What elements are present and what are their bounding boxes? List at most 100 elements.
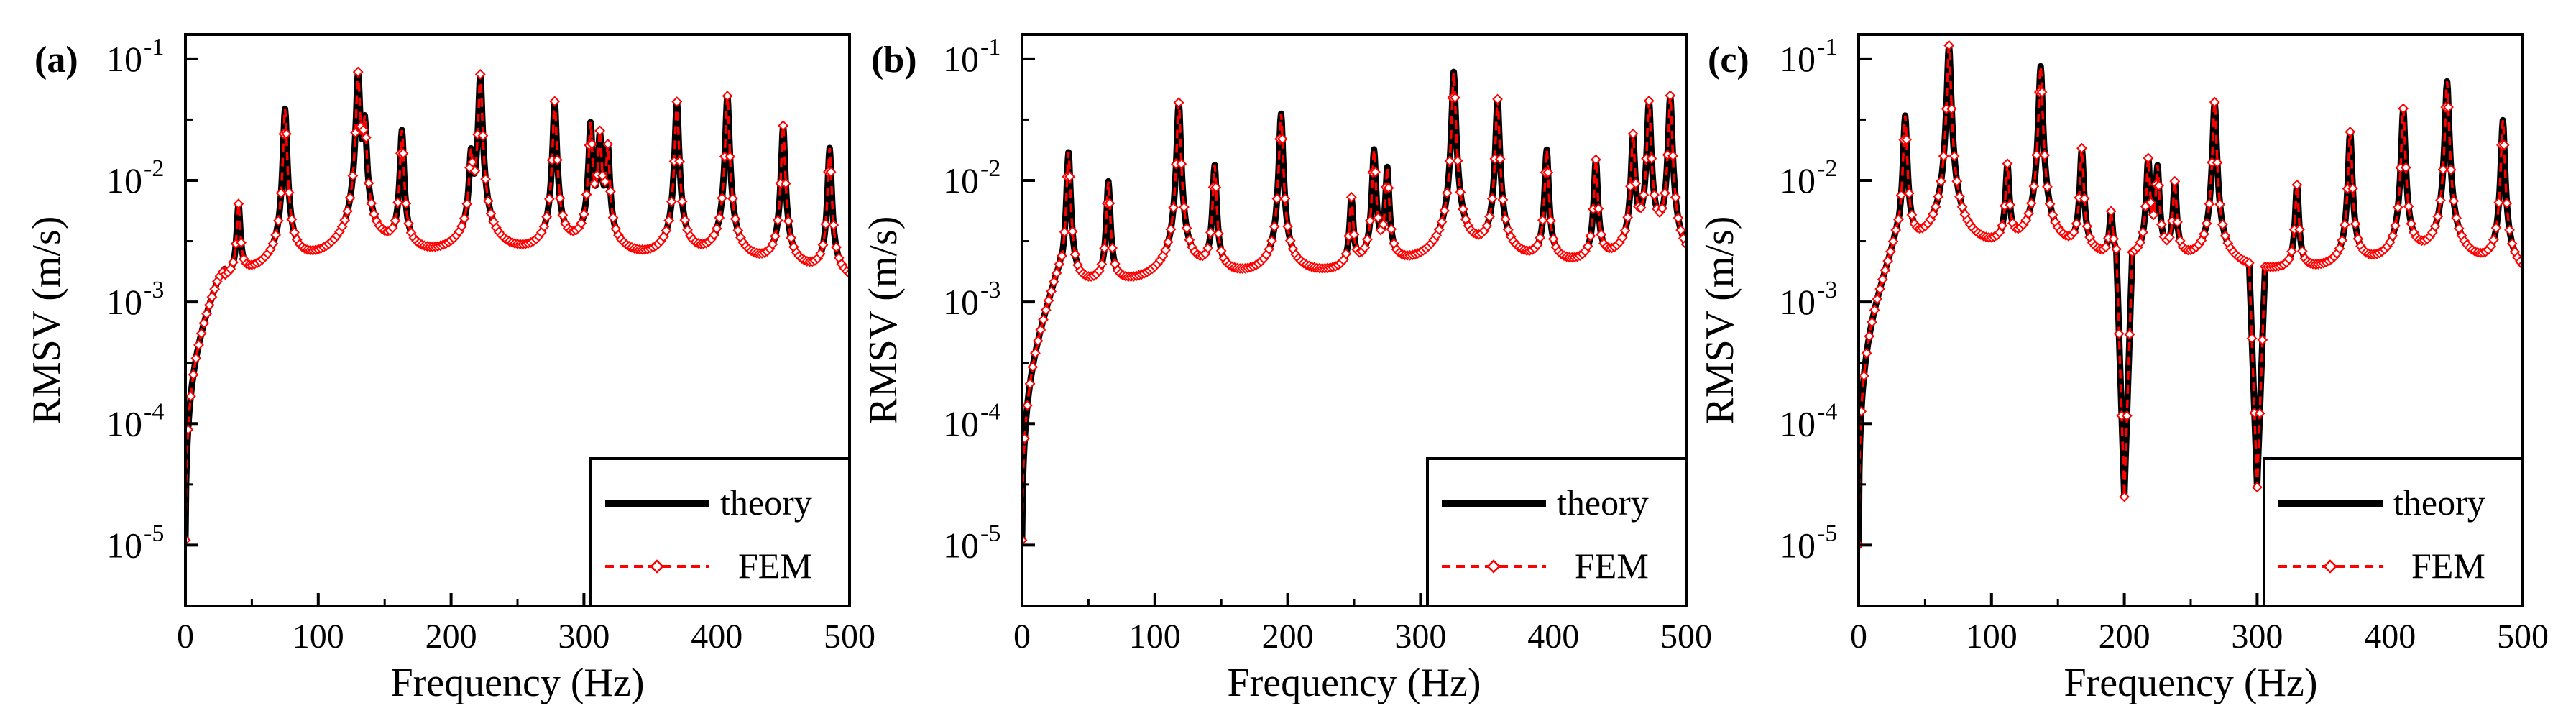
fem-marker (1378, 219, 1389, 230)
x-tick-label: 300 (1394, 617, 1446, 656)
fem-marker (1545, 215, 1556, 226)
fem-marker (770, 231, 781, 242)
fem-marker (1890, 224, 1902, 236)
fem-marker (2345, 127, 2356, 137)
fem-marker (2145, 197, 2156, 208)
fem-marker (1596, 229, 1607, 240)
fem-marker (1928, 208, 1938, 220)
fem-marker (1455, 186, 1466, 198)
fem-marker (554, 193, 566, 204)
fem-marker (2020, 214, 2032, 226)
fem-marker (552, 155, 563, 165)
fem-marker (1627, 128, 1639, 139)
fem-marker (2153, 180, 2165, 191)
fem-marker (228, 257, 239, 268)
legend-fem-marker (650, 559, 664, 574)
legend-theory-label: theory (720, 482, 812, 523)
fem-marker (2156, 219, 2167, 230)
fem-marker (1994, 227, 2005, 238)
fem-marker (2047, 209, 2058, 221)
fem-marker (1532, 239, 1543, 251)
fem-marker (717, 193, 728, 204)
fem-marker (1660, 188, 1670, 199)
fem-marker (783, 216, 794, 227)
fem-marker (2291, 179, 2303, 190)
fem-marker (185, 390, 196, 402)
y-tick-exponent: -4 (980, 398, 1000, 425)
curves (1022, 68, 1686, 546)
fem-marker (1215, 245, 1227, 257)
fem-marker (1441, 188, 1453, 198)
x-tick-label: 400 (1527, 617, 1579, 656)
legend-theory-label: theory (2393, 482, 2485, 523)
fem-marker (390, 215, 401, 226)
fem-marker (2429, 221, 2441, 232)
fem-marker (1054, 259, 1065, 270)
y-tick-label: 10 (943, 39, 979, 79)
fem-marker (1107, 242, 1118, 254)
fem-marker (2031, 150, 2043, 161)
legend-box (1426, 457, 1688, 607)
y-axis-label: RMSV (m/s) (1698, 216, 1742, 425)
fem-marker (387, 222, 398, 234)
fem-marker (2124, 328, 2135, 340)
panel-label: (a) (34, 40, 78, 81)
y-tick-label: 10 (106, 525, 142, 565)
fem-marker (1537, 214, 1548, 226)
fem-marker (2432, 211, 2444, 222)
fem-marker (366, 198, 377, 209)
fem-marker (607, 212, 619, 224)
legend-fem-label: FEM (738, 546, 812, 586)
fem-marker (2143, 152, 2154, 164)
fem-marker (1372, 212, 1384, 224)
fem-marker (676, 196, 688, 207)
fem-marker (1370, 166, 1381, 178)
fem-marker (1022, 433, 1031, 444)
x-tick-label: 200 (426, 617, 477, 656)
fem-marker (1906, 209, 1918, 221)
fem-marker (2023, 208, 2034, 219)
fem-marker (1284, 235, 1296, 247)
fem-marker (2286, 246, 2297, 257)
fem-marker (469, 165, 481, 177)
fem-marker (2113, 328, 2125, 339)
fem-marker (209, 283, 221, 295)
fem-marker (1885, 246, 1896, 257)
fem-marker (2212, 157, 2223, 168)
fem-marker (1162, 236, 1174, 248)
fem-marker (400, 198, 412, 209)
fem-markers (1859, 40, 2523, 551)
fem-marker (201, 308, 212, 320)
fem-marker (1176, 158, 1187, 170)
fem-marker (272, 215, 284, 226)
fem-marker (1649, 189, 1660, 201)
fem-marker (344, 192, 356, 203)
fem-marker (772, 215, 783, 226)
fem-marker (275, 188, 287, 199)
fem-marker (1582, 241, 1593, 252)
fem-marker (2257, 334, 2268, 346)
fem-marker (1486, 193, 1498, 204)
fem-marker (2148, 209, 2159, 221)
fem-marker (589, 178, 600, 189)
fem-marker (1585, 230, 1596, 242)
fem-marker (2445, 164, 2457, 175)
curves (1859, 40, 2523, 551)
fem-marker (679, 214, 691, 226)
fem-marker (2435, 195, 2446, 206)
fem-marker (2498, 139, 2510, 151)
x-tick-label: 500 (2497, 617, 2549, 656)
fem-marker (1271, 193, 1283, 204)
fem-marker (281, 128, 292, 139)
fem-marker (1864, 331, 1875, 342)
fem-marker (2390, 220, 2401, 231)
fem-marker (2350, 219, 2361, 229)
fem-marker (727, 193, 738, 204)
fem-marker (1872, 293, 1883, 305)
fem-marker (267, 238, 279, 249)
fem-marker (1386, 224, 1397, 235)
fem-marker (2036, 86, 2048, 98)
fem-marker (185, 424, 194, 436)
fem-marker (1340, 248, 1352, 259)
